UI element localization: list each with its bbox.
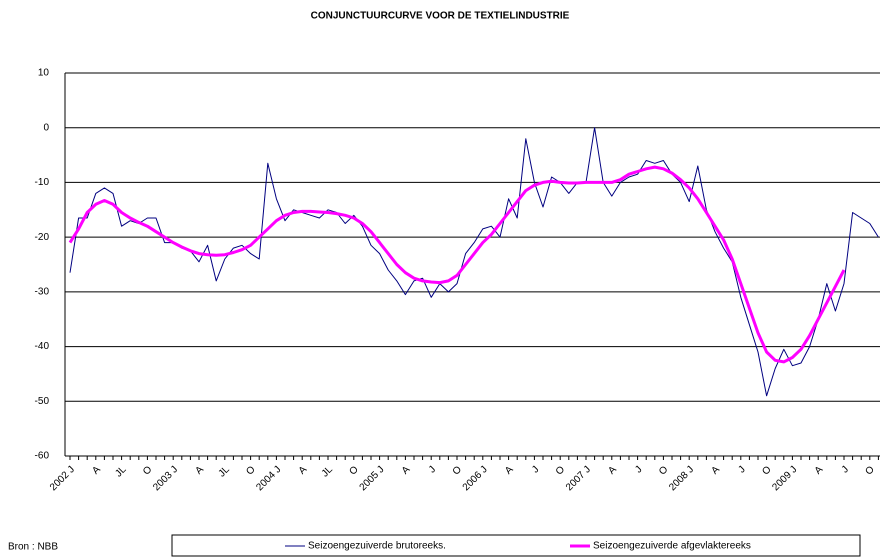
x-tick-label: O [141, 464, 154, 477]
y-tick-label: -20 [35, 232, 50, 243]
legend-box [171, 534, 861, 557]
x-tick-label: O [554, 464, 567, 477]
y-tick-label: -40 [35, 341, 50, 352]
y-tick-label: 0 [43, 122, 49, 133]
legend-label: Seizoengezuiverde afgevlaktereeks [593, 541, 751, 552]
x-tick-label: 2003 J [151, 464, 180, 493]
x-tick-label: 2002 J [48, 464, 77, 493]
x-tick-label: JL [113, 464, 129, 480]
x-tick-label: JL [320, 464, 336, 480]
legend-label: Seizoengezuiverde brutoreeks. [308, 541, 446, 552]
x-tick-label: J [840, 464, 851, 475]
x-tick-label: A [503, 464, 516, 477]
x-tick-label: A [709, 464, 722, 477]
x-tick-label: A [193, 464, 206, 477]
x-tick-label: A [90, 464, 103, 477]
x-tick-label: J [427, 464, 438, 475]
x-tick-label: A [400, 464, 413, 477]
x-tick-label: J [530, 464, 541, 475]
x-tick-label: 2005 J [358, 464, 387, 493]
x-tick-label: 2008 J [667, 464, 696, 493]
x-tick-label: 2004 J [254, 464, 283, 493]
x-tick-label: 2006 J [461, 464, 490, 493]
chart-title: CONJUNCTUURCURVE VOOR DE TEXTIELINDUSTRI… [311, 11, 570, 22]
y-tick-label: -30 [35, 286, 50, 297]
series-line [68, 165, 846, 364]
x-tick-label: 2007 J [564, 464, 593, 493]
x-tick-label: O [451, 464, 464, 477]
y-tick-label: -10 [35, 177, 50, 188]
x-tick-label: A [297, 464, 310, 477]
source-note: Bron : NBB [8, 542, 58, 553]
x-tick-label: A [813, 464, 826, 477]
series-line [69, 127, 879, 397]
x-tick-label: 2009 J [770, 464, 799, 493]
x-tick-label: O [657, 464, 670, 477]
x-tick-label: J [633, 464, 644, 475]
x-tick-label: O [244, 464, 257, 477]
x-tick-label: O [348, 464, 361, 477]
x-tick-label: J [736, 464, 747, 475]
x-tick-label: O [760, 464, 773, 477]
x-tick-label: O [864, 464, 877, 477]
x-tick-label: A [606, 464, 619, 477]
y-tick-label: 10 [38, 68, 50, 79]
x-tick-label: JL [217, 464, 233, 480]
y-tick-label: -50 [35, 396, 50, 407]
y-tick-label: -60 [35, 451, 50, 462]
